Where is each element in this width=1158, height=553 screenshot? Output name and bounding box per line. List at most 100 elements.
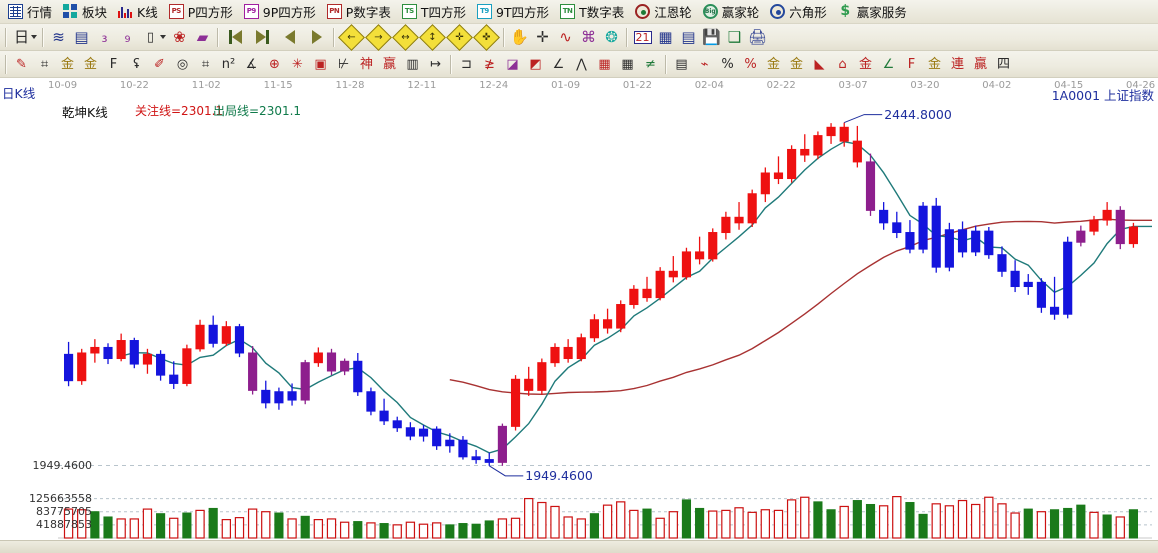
- pen-tool[interactable]: ✐: [148, 53, 171, 76]
- gold-box-tool[interactable]: 金: [854, 53, 877, 76]
- last-page-button[interactable]: [249, 26, 276, 49]
- menu-item-9p-square[interactable]: P9 9P四方形: [240, 2, 323, 22]
- menu-item-t-number-table[interactable]: TN T数字表: [556, 2, 631, 22]
- rect-frame-tool[interactable]: ⊐: [455, 53, 478, 76]
- gold-circle-tool[interactable]: 金: [762, 53, 785, 76]
- span-tool[interactable]: ↦: [424, 53, 447, 76]
- f-slope-tool[interactable]: F: [900, 53, 923, 76]
- chart-area[interactable]: 10-09 10-22 11-02 11-15 11-28 12-11 12-24 01-09…: [0, 80, 1158, 541]
- shift-right-button[interactable]: ↕: [419, 23, 446, 51]
- percent-tool[interactable]: %: [716, 53, 739, 76]
- parallel-tool[interactable]: ≠: [639, 53, 662, 76]
- percent-line-tool[interactable]: %: [739, 53, 762, 76]
- menu-item-label: T数字表: [579, 5, 625, 20]
- indicator-3-button[interactable]: ₃: [101, 27, 108, 46]
- grid-gray-tool[interactable]: ▦: [616, 53, 639, 76]
- cycle-box-tool[interactable]: ◩: [524, 53, 547, 76]
- ink-tool[interactable]: ◣: [808, 53, 831, 76]
- candle-style-button[interactable]: ▯: [146, 29, 155, 45]
- menu-item-quotes[interactable]: 行情: [4, 2, 59, 22]
- qiankun-kline-button[interactable]: ❀: [173, 27, 186, 46]
- menu-item-gann-wheel[interactable]: 江恩轮: [631, 2, 699, 22]
- zoom-in-button[interactable]: →: [365, 23, 392, 51]
- brain-analysis-tool[interactable]: ❂: [605, 27, 618, 46]
- box-tool[interactable]: ▣: [309, 53, 332, 76]
- menu-item-9t-square[interactable]: T9 9T四方形: [473, 2, 556, 22]
- fit-button[interactable]: ✛: [446, 23, 473, 51]
- candle-style-dropdown-caret[interactable]: [160, 35, 166, 39]
- ying-tool[interactable]: 赢: [378, 53, 401, 76]
- color-chart-button[interactable]: ▰: [196, 27, 209, 46]
- tool-glyph: ▤: [675, 56, 688, 72]
- print-button[interactable]: 🖨: [747, 27, 768, 46]
- hand-pan-tool[interactable]: ✋: [510, 27, 529, 46]
- grid-lines-tool[interactable]: ⌗: [194, 53, 217, 76]
- tick-tool[interactable]: ⊬: [332, 53, 355, 76]
- menu-item-p-number-table[interactable]: PN P数字表: [323, 2, 398, 22]
- tool-glyph: ▦: [621, 56, 634, 72]
- menu-item-p-square[interactable]: PS P四方形: [165, 2, 240, 22]
- indicator-9-button[interactable]: ₉: [124, 27, 131, 46]
- ladder-tool[interactable]: ▥: [401, 53, 424, 76]
- gold-line-tool[interactable]: 金: [785, 53, 808, 76]
- save-button[interactable]: 💾: [702, 27, 721, 46]
- percent-fan-tool[interactable]: ⌁: [693, 53, 716, 76]
- fan-lines-tool[interactable]: ≱: [478, 53, 501, 76]
- date-tick: 01-22: [622, 80, 652, 91]
- date-tick: 04-26: [1126, 80, 1156, 91]
- shift-left-button[interactable]: ↔: [392, 23, 419, 51]
- calendar-button[interactable]: 21: [633, 30, 652, 44]
- fib-tool[interactable]: F: [102, 53, 125, 76]
- gold-ratio-tool[interactable]: 金: [56, 53, 79, 76]
- zigzag-tool[interactable]: ⋀: [570, 53, 593, 76]
- zoom-out-button[interactable]: ←: [338, 23, 365, 51]
- period-dropdown-caret[interactable]: [31, 35, 37, 39]
- gold-slope-tool[interactable]: 金: [923, 53, 946, 76]
- gold-ratio-2-tool[interactable]: 金: [79, 53, 102, 76]
- square-n2-tool[interactable]: n²: [217, 53, 240, 76]
- circle-cycle-tool[interactable]: ◎: [171, 53, 194, 76]
- arch-tool[interactable]: ⌂: [831, 53, 854, 76]
- period-day-button[interactable]: 日: [13, 27, 29, 46]
- crosshair-tool[interactable]: ✛: [536, 27, 549, 46]
- spiral-tool[interactable]: ʢ: [125, 53, 148, 76]
- tool-glyph: ⌂: [838, 56, 847, 72]
- arc-tool[interactable]: ◪: [501, 53, 524, 76]
- draw-fan-tool[interactable]: ⌘: [581, 27, 596, 46]
- grid-color-tool[interactable]: ▦: [593, 53, 616, 76]
- shen-tool[interactable]: 神: [355, 53, 378, 76]
- menu-item-kline[interactable]: K线: [114, 2, 165, 22]
- y-axis-volume-label: 41887853: [36, 517, 92, 531]
- star-tool[interactable]: ✳: [286, 53, 309, 76]
- menu-item-winner-service[interactable]: $ 赢家服务: [834, 2, 914, 22]
- table-button[interactable]: ▦: [658, 27, 673, 46]
- notes-button[interactable]: ▤: [681, 27, 696, 46]
- first-page-button[interactable]: [222, 26, 249, 49]
- target-tool[interactable]: ⊕: [263, 53, 286, 76]
- y-axis-price-label: 1949.4600: [32, 458, 93, 472]
- page-right-button[interactable]: [303, 26, 330, 49]
- menu-item-t-square[interactable]: TS T四方形: [398, 2, 473, 22]
- angle-tool[interactable]: ∡: [240, 53, 263, 76]
- menu-item-label: 板块: [82, 5, 108, 20]
- expand-button[interactable]: ✜: [473, 23, 500, 51]
- page-left-button[interactable]: [276, 26, 303, 49]
- candlestick-plot[interactable]: [0, 80, 1158, 541]
- report-button[interactable]: ▤: [74, 27, 89, 46]
- overlay-compare-button[interactable]: ≋: [52, 27, 65, 46]
- slope-tool[interactable]: ∠: [877, 53, 900, 76]
- dollar-service-icon: $: [840, 3, 851, 19]
- trend-lines-tool[interactable]: ∠: [547, 53, 570, 76]
- measure-tool[interactable]: ∿: [559, 27, 572, 46]
- copy-button[interactable]: ❑: [727, 27, 742, 46]
- si-tool[interactable]: 四: [992, 53, 1015, 76]
- quote-grid-icon: [8, 4, 23, 19]
- menu-item-hexagon[interactable]: 六角形: [766, 2, 834, 22]
- levels-tool[interactable]: ▤: [670, 53, 693, 76]
- pencil-draw-tool[interactable]: ✎: [10, 53, 33, 76]
- gann-grid-tool[interactable]: ⌗: [33, 53, 56, 76]
- ying2-tool[interactable]: 贏: [969, 53, 992, 76]
- lian-tool[interactable]: 連: [946, 53, 969, 76]
- menu-item-winner-wheel[interactable]: Big 赢家轮: [699, 2, 767, 22]
- menu-item-blocks[interactable]: 板块: [59, 2, 114, 22]
